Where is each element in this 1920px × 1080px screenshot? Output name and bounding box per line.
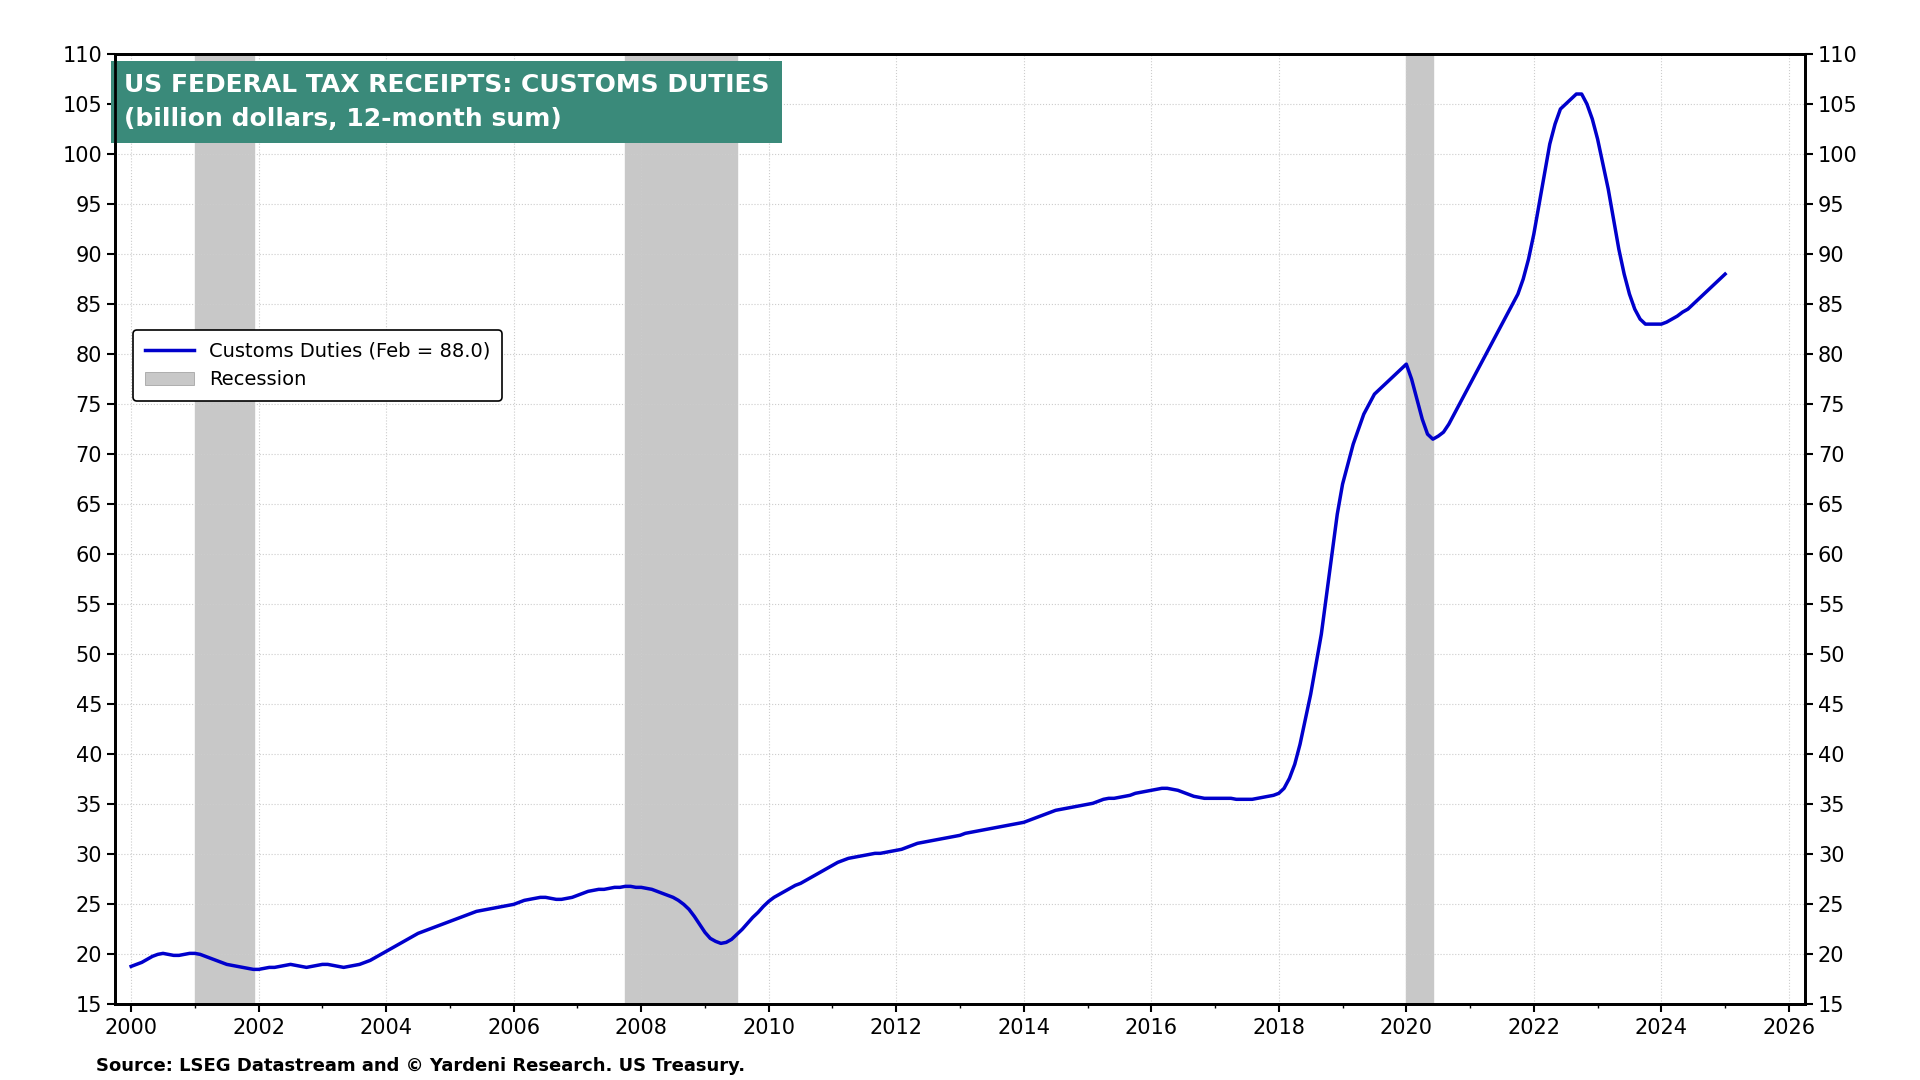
Bar (196, 54, 253, 1004)
Legend: Customs Duties (Feb = 88.0), Recession: Customs Duties (Feb = 88.0), Recession (132, 329, 503, 401)
Bar (626, 54, 737, 1004)
Text: US FEDERAL TAX RECEIPTS: CUSTOMS DUTIES
(billion dollars, 12-month sum): US FEDERAL TAX RECEIPTS: CUSTOMS DUTIES … (123, 73, 770, 131)
Text: Source: LSEG Datastream and © Yardeni Research. US Treasury.: Source: LSEG Datastream and © Yardeni Re… (96, 1057, 745, 1076)
Bar (1405, 54, 1432, 1004)
